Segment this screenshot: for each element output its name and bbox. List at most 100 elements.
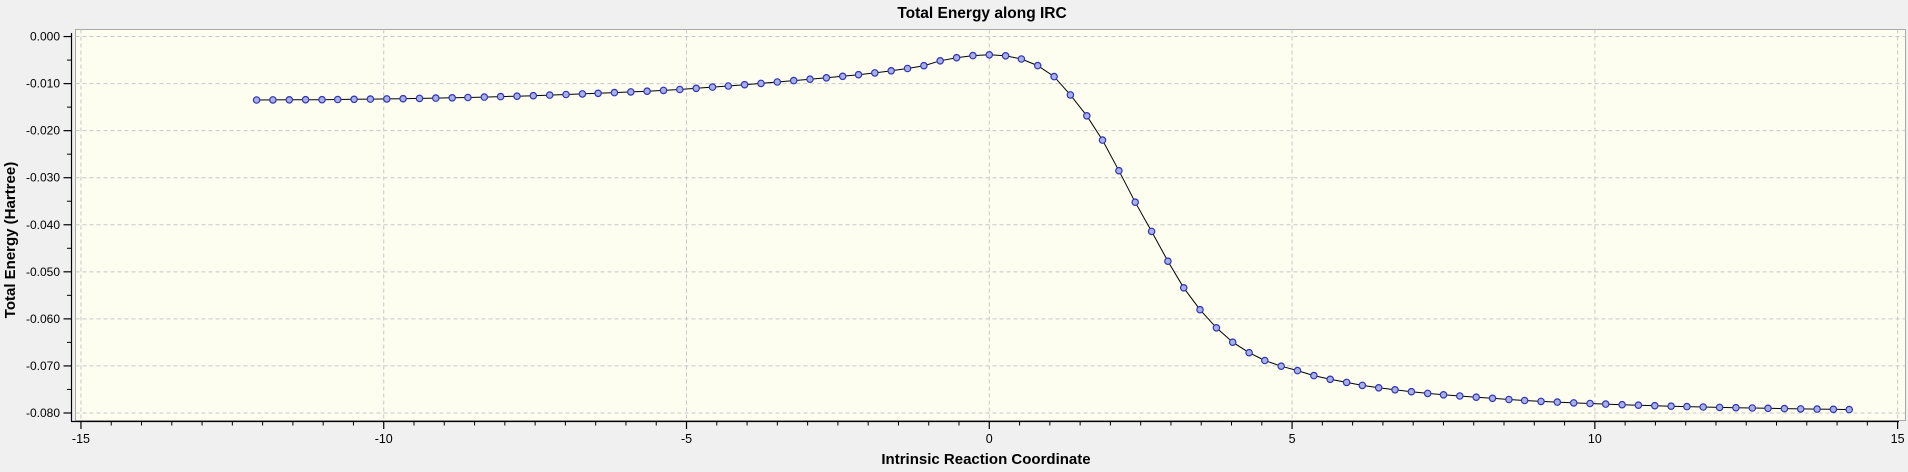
data-point-marker: [1780, 404, 1789, 413]
data-point-marker: [1423, 389, 1432, 398]
data-point-marker: [1439, 390, 1448, 399]
x-axis-title: Intrinsic Reaction Coordinate: [881, 451, 1090, 468]
data-point-marker: [1277, 362, 1286, 371]
data-point-marker: [1569, 399, 1578, 407]
data-point-marker: [318, 95, 326, 104]
y-tick-label: -0.010: [26, 77, 60, 91]
data-point-marker: [464, 93, 472, 102]
data-point-marker: [578, 90, 587, 98]
y-tick-label: -0.040: [26, 218, 60, 232]
data-point-marker: [789, 76, 798, 85]
data-point-marker: [643, 87, 651, 96]
data-point-marker: [740, 80, 749, 89]
x-tick-label: 5: [1289, 432, 1296, 446]
data-point-marker: [1147, 227, 1156, 236]
y-tick-label: -0.080: [26, 406, 60, 420]
y-tick-label: -0.070: [26, 359, 60, 373]
data-point-marker: [1310, 371, 1318, 380]
data-point-marker: [252, 96, 261, 104]
data-point-marker: [985, 50, 994, 59]
data-point-marker: [1520, 396, 1529, 405]
data-point-marker: [1164, 257, 1172, 266]
data-point-marker: [1488, 394, 1497, 403]
data-point-marker: [1505, 395, 1513, 404]
data-point-marker: [1083, 112, 1091, 120]
data-point-marker: [1131, 198, 1140, 207]
x-tick-label: 10: [1588, 432, 1602, 446]
data-point-marker: [838, 72, 847, 81]
data-point-marker: [1033, 61, 1042, 70]
data-point-marker: [1651, 401, 1659, 410]
data-point-marker: [366, 95, 375, 103]
data-point-marker: [1098, 136, 1107, 144]
data-point-marker: [350, 95, 358, 104]
chart-title: Total Energy along IRC: [897, 5, 1066, 22]
data-point-marker: [1748, 404, 1757, 412]
data-point-marker: [952, 53, 961, 62]
data-point-marker: [301, 95, 310, 104]
gridlines-group: [75, 29, 1906, 421]
data-point-marker: [1407, 387, 1416, 396]
data-point-marker: [903, 64, 912, 73]
data-point-marker: [920, 61, 928, 70]
data-point-marker: [1601, 400, 1610, 408]
data-point-marker: [854, 70, 863, 79]
data-point-marker: [415, 94, 424, 103]
data-point-marker: [822, 74, 831, 82]
data-point-marker: [1667, 402, 1675, 411]
axes-group: 0.000 -0.010 -0.020 -0.030 -0.040 -0.050 -0.06…: [26, 30, 1905, 446]
data-point-marker: [1683, 402, 1691, 411]
data-point-marker: [1699, 403, 1708, 411]
data-point-marker: [594, 89, 602, 98]
data-point-marker: [496, 92, 505, 101]
data-point-marker: [529, 91, 538, 100]
data-point-marker: [773, 78, 782, 86]
data-point-marker: [1245, 348, 1253, 357]
data-point-marker: [757, 79, 765, 88]
data-point-marker: [1293, 366, 1302, 375]
data-point-marker: [724, 82, 733, 90]
data-point-marker: [1374, 383, 1383, 392]
data-point-marker: [333, 95, 342, 104]
data-point-marker: [1764, 404, 1772, 413]
data-point-marker: [1829, 405, 1838, 414]
data-point-marker: [1618, 400, 1626, 409]
data-point-marker: [545, 91, 554, 99]
data-point-marker: [285, 96, 294, 104]
data-point-marker: [1634, 401, 1643, 410]
y-tick-label: -0.030: [26, 171, 60, 185]
data-point-marker: [1212, 323, 1221, 332]
data-point-marker: [1261, 356, 1269, 365]
x-tick-label: -5: [681, 432, 692, 446]
y-tick-label: 0.000: [30, 30, 60, 44]
data-point-marker: [1358, 381, 1367, 390]
data-point-marker: [936, 56, 945, 65]
data-point-marker: [1586, 399, 1594, 408]
data-point-marker: [870, 69, 879, 77]
x-tick-label: -10: [375, 432, 393, 446]
data-point-marker: [1472, 393, 1481, 402]
data-point-marker: [448, 94, 457, 102]
data-point-marker: [692, 84, 701, 93]
series-group: [252, 50, 1854, 414]
data-point-marker: [1732, 403, 1740, 412]
data-point-marker: [1715, 403, 1724, 412]
data-point-marker: [1391, 385, 1399, 394]
data-point-marker: [1796, 405, 1805, 413]
data-point-marker: [1196, 305, 1204, 314]
data-point-marker: [675, 85, 684, 94]
data-point-marker: [562, 90, 570, 99]
data-point-marker: [1228, 338, 1237, 347]
data-point-marker: [1456, 392, 1464, 400]
data-point-marker: [1845, 405, 1854, 414]
data-point-marker: [659, 86, 668, 95]
x-tick-label: 0: [986, 432, 993, 446]
data-point-marker: [480, 93, 489, 101]
data-point-marker: [969, 51, 977, 60]
data-point-marker: [269, 96, 277, 104]
data-point-marker: [1115, 166, 1123, 175]
data-point-marker: [1537, 397, 1545, 406]
